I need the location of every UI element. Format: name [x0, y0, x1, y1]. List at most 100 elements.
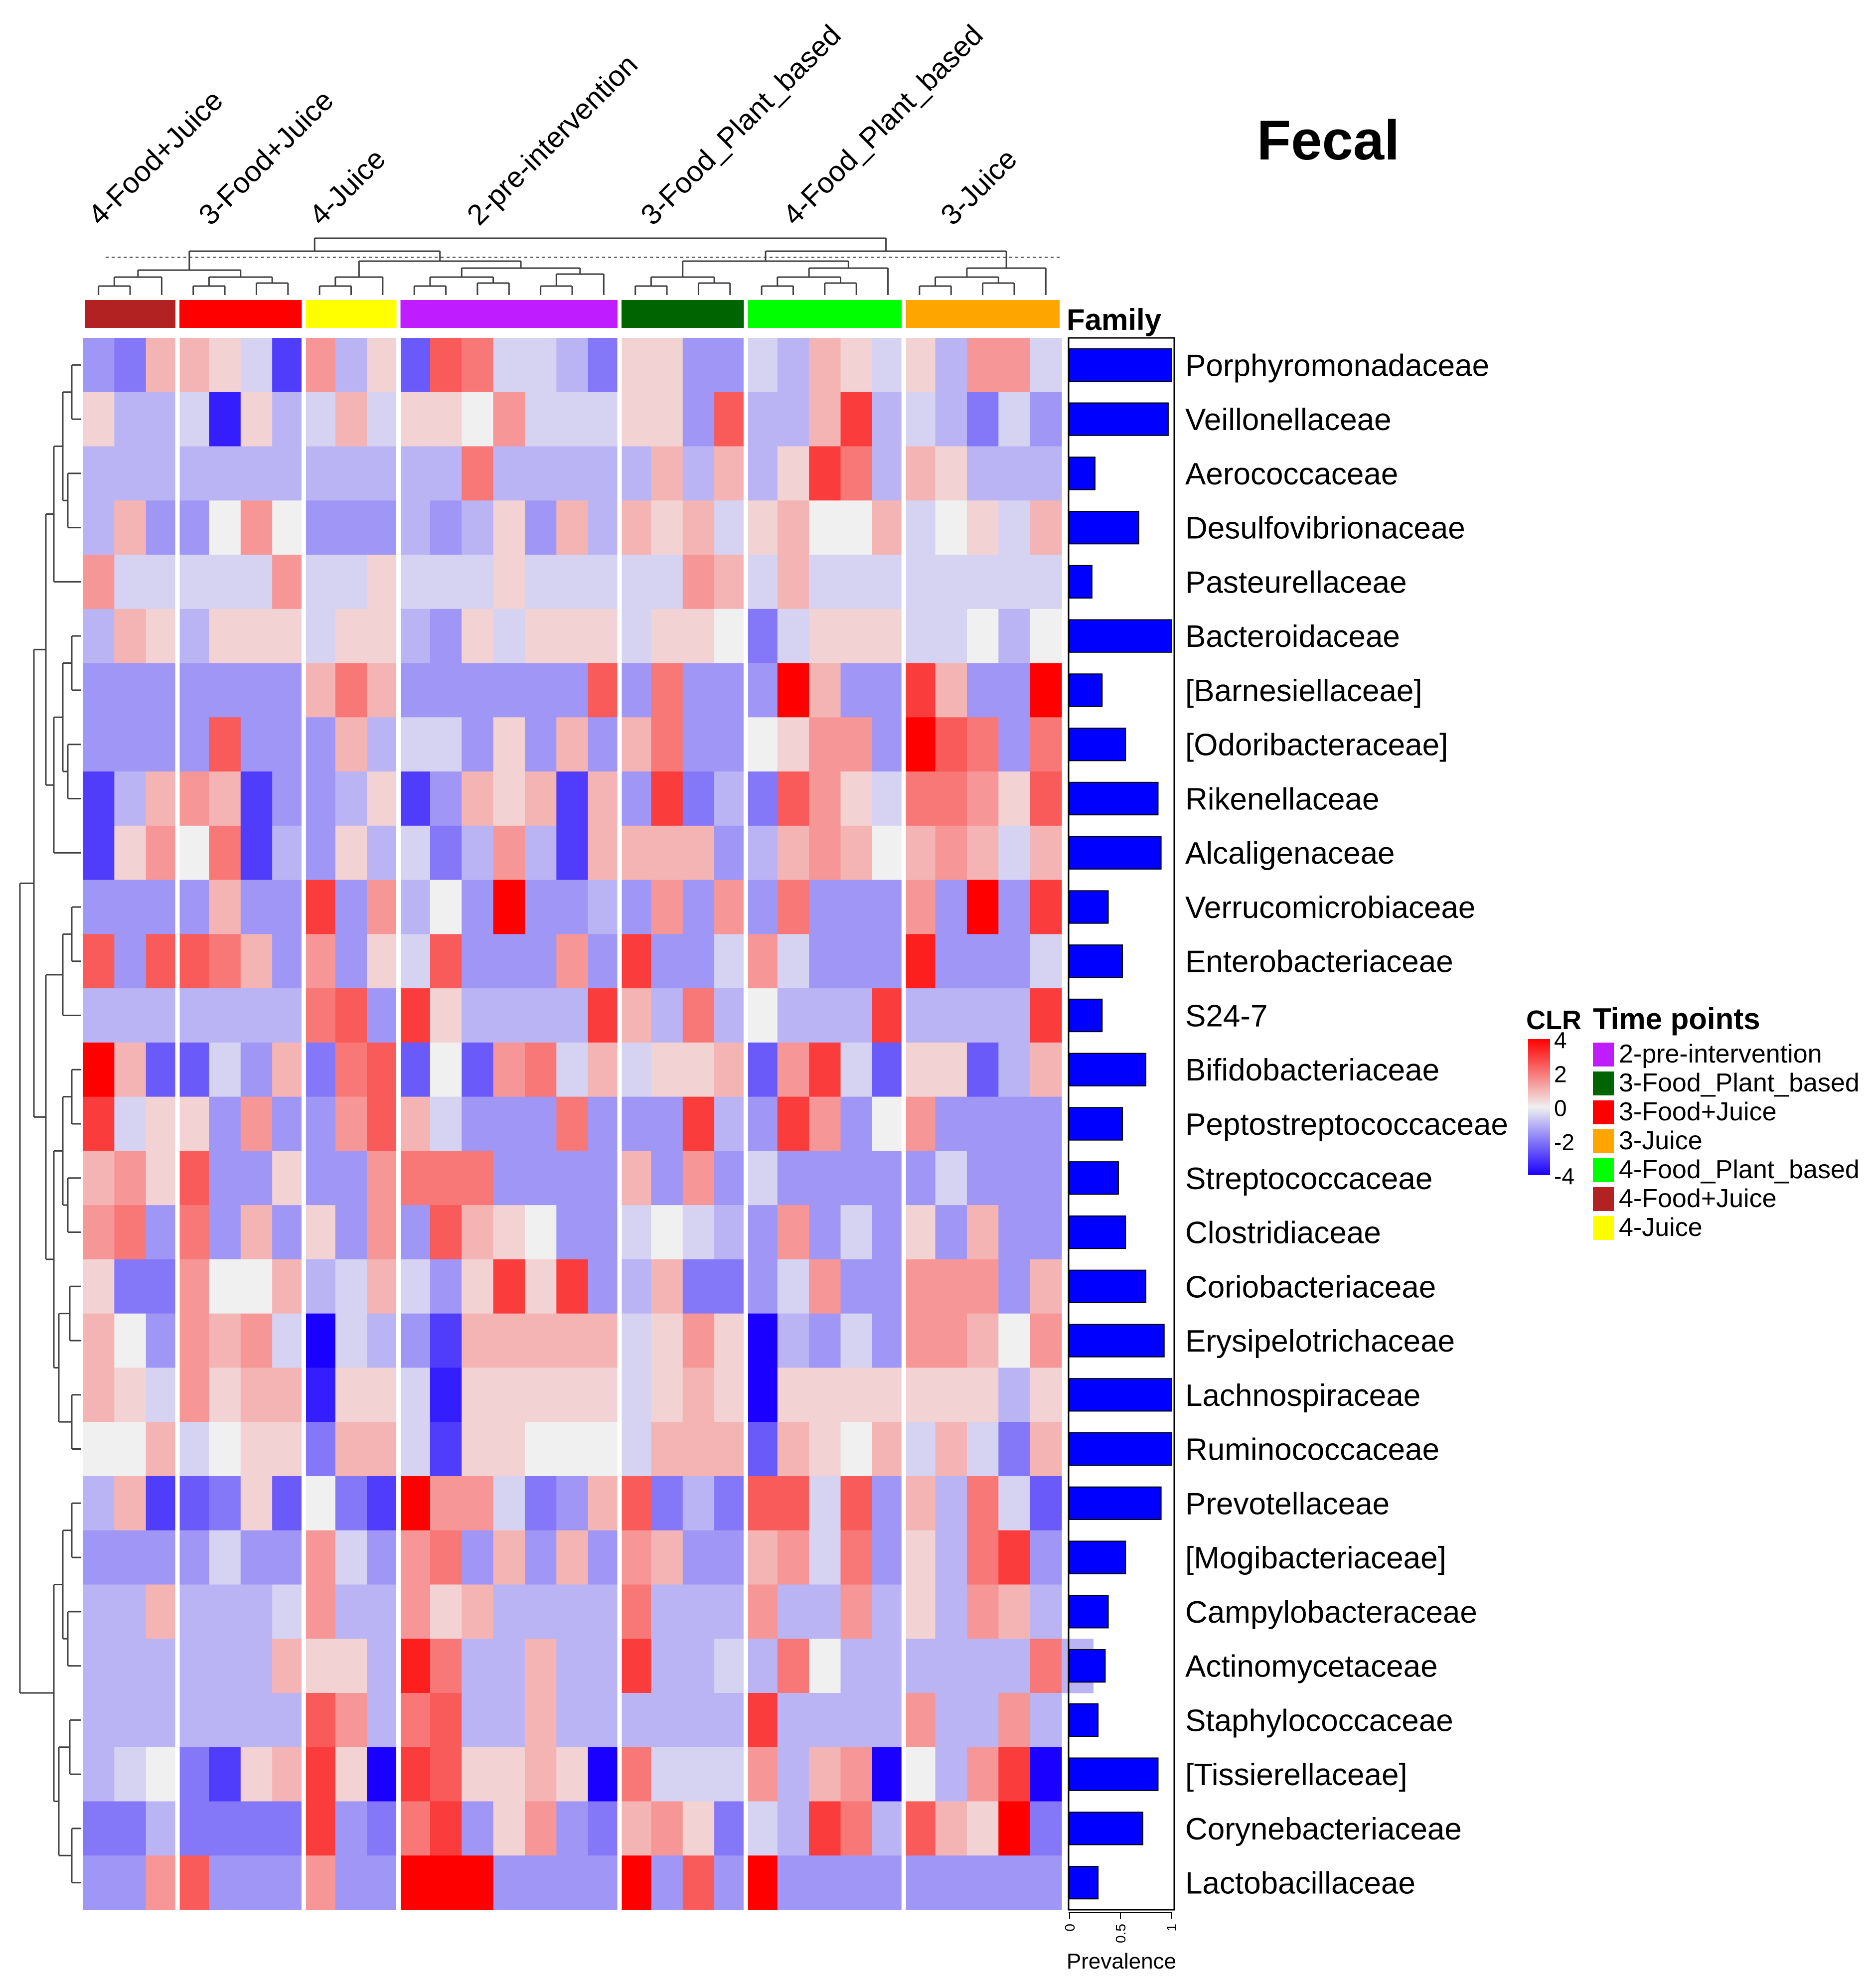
heatmap-cell: [524, 717, 557, 772]
heatmap-cell: [872, 1476, 904, 1531]
heatmap-cell: [588, 1855, 620, 1910]
heatmap-cell: [682, 1692, 715, 1748]
heatmap-cell: [777, 1584, 809, 1639]
heatmap-cell: [777, 1476, 809, 1531]
heatmap-cell: [335, 392, 367, 447]
heatmap-cell: [398, 771, 431, 826]
heatmap-cell: [966, 446, 999, 501]
heatmap-cell: [556, 1801, 589, 1856]
heatmap-cell: [462, 988, 494, 1043]
heatmap-cell: [524, 1042, 557, 1097]
heatmap-cell: [935, 446, 967, 501]
heatmap-cell: [935, 1801, 967, 1856]
heatmap-cell: [398, 500, 431, 555]
heatmap-cell: [588, 1368, 620, 1422]
heatmap-cell: [398, 880, 431, 934]
heatmap-cell: [83, 1042, 115, 1097]
heatmap-cell: [872, 338, 904, 393]
heatmap-cell: [840, 1692, 873, 1748]
row-label: [Barnesiellaceae]: [1185, 674, 1422, 708]
heatmap-cell: [588, 1692, 620, 1748]
heatmap-cell: [588, 1042, 620, 1097]
heatmap-cell: [840, 1584, 873, 1639]
legend-swatch: [1593, 1071, 1614, 1095]
row-label: Erysipelotrichaceae: [1185, 1324, 1455, 1359]
heatmap-cell: [1030, 1747, 1062, 1802]
heatmap-cell: [493, 880, 525, 934]
heatmap-cell: [83, 1639, 115, 1693]
heatmap-cell: [966, 717, 999, 772]
heatmap-cell: [682, 825, 715, 881]
heatmap-cell: [272, 1747, 305, 1802]
heatmap-cell: [872, 1801, 904, 1856]
heatmap-cell: [209, 1584, 241, 1639]
heatmap-cell: [430, 392, 462, 447]
heatmap-cell: [777, 1151, 809, 1206]
heatmap-cell: [209, 1259, 241, 1314]
heatmap-cell: [398, 446, 431, 501]
heatmap-cell: [556, 500, 589, 555]
heatmap-cell: [809, 338, 841, 393]
heatmap-cell: [367, 988, 399, 1043]
prevalence-bar: [1069, 781, 1159, 816]
heatmap-cell: [714, 771, 747, 826]
heatmap-cell: [809, 1422, 841, 1477]
heatmap-cell: [524, 1368, 557, 1422]
heatmap-cell: [998, 1096, 1031, 1151]
heatmap-cell: [556, 1313, 589, 1369]
heatmap-cell: [493, 717, 525, 772]
heatmap-cell: [556, 1530, 589, 1585]
group-color-block: [622, 300, 744, 328]
heatmap-cell: [840, 717, 873, 772]
heatmap-cell: [682, 1639, 715, 1693]
heatmap-cell: [524, 771, 557, 826]
heatmap-cell: [240, 392, 273, 447]
heatmap-cell: [462, 1313, 494, 1369]
heatmap-cell: [272, 1205, 305, 1260]
heatmap-cell: [588, 500, 620, 555]
heatmap-cell: [777, 1042, 809, 1097]
heatmap-cell: [146, 1259, 178, 1314]
heatmap-cell: [398, 1313, 431, 1369]
heatmap-cell: [809, 1530, 841, 1585]
heatmap-cell: [240, 555, 273, 610]
heatmap-cell: [556, 1692, 589, 1748]
heatmap-cell: [714, 1855, 747, 1910]
heatmap-cell: [620, 555, 651, 610]
heatmap-cell: [524, 1692, 557, 1748]
heatmap-cell: [524, 825, 557, 881]
clr-tick-label: -4: [1554, 1163, 1574, 1189]
heatmap-cell: [524, 1259, 557, 1314]
heatmap-cell: [335, 446, 367, 501]
heatmap-cell: [840, 1205, 873, 1260]
heatmap-cell: [588, 1205, 620, 1260]
heatmap-cell: [398, 1692, 431, 1748]
heatmap-cell: [998, 1205, 1031, 1260]
row-label: Actinomycetaceae: [1185, 1650, 1438, 1684]
prevalence-bar: [1069, 1540, 1126, 1574]
row-label: S24-7: [1185, 999, 1267, 1033]
heatmap-cell: [998, 1313, 1031, 1369]
heatmap-cell: [588, 1259, 620, 1314]
heatmap-cell: [651, 446, 683, 501]
heatmap-cell: [272, 1584, 305, 1639]
heatmap-cell: [714, 1692, 747, 1748]
prevalence-bar: [1069, 565, 1093, 599]
heatmap-cell: [272, 1692, 305, 1748]
heatmap-cell: [682, 1747, 715, 1802]
heatmap-cell: [398, 1639, 431, 1693]
heatmap-cell: [304, 717, 336, 772]
heatmap-cell: [240, 609, 273, 664]
heatmap-cell: [177, 1584, 210, 1639]
heatmap-cell: [998, 880, 1031, 934]
heatmap-cell: [872, 1692, 904, 1748]
heatmap-cell: [335, 1692, 367, 1748]
heatmap-cell: [430, 1368, 462, 1422]
heatmap-cell: [524, 1151, 557, 1206]
clr-gradient-bar: [1528, 1039, 1550, 1175]
heatmap-cell: [998, 1259, 1031, 1314]
prevalence-tick-label: 0.5: [1113, 1924, 1128, 1943]
heatmap-cell: [177, 1042, 210, 1097]
heatmap-cell: [114, 1042, 147, 1097]
row-label: [Odoribacteraceae]: [1185, 728, 1448, 762]
